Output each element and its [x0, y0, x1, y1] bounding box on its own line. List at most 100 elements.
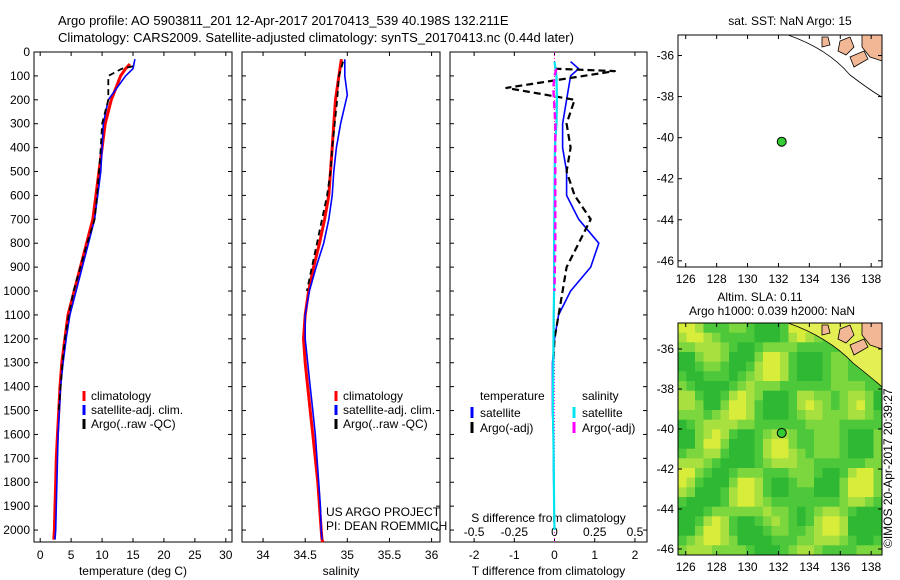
map-bg — [678, 35, 882, 267]
x-tick-label: 15 — [126, 548, 140, 562]
heatmap-cell — [695, 468, 704, 479]
heatmap-cell — [763, 477, 772, 488]
x-tick-label: -2 — [469, 548, 480, 562]
heatmap-cell — [780, 419, 789, 430]
heatmap-cell — [788, 497, 798, 508]
heatmap-cell — [746, 352, 755, 363]
heatmap-cell — [729, 439, 738, 450]
heatmap-cell — [805, 381, 815, 392]
heatmap-cell — [771, 448, 781, 459]
heatmap-cell — [831, 448, 840, 459]
temperature-panel: 0100200300400500600700800900100011001200… — [3, 45, 233, 578]
heatmap-cell — [831, 400, 840, 411]
land-area — [837, 36, 855, 56]
heatmap-cell — [822, 458, 832, 469]
y-tick-label: 1000 — [3, 284, 30, 298]
heatmap-cell — [771, 419, 781, 430]
series-line-3 — [552, 68, 558, 292]
heatmap-cell — [746, 400, 755, 411]
heatmap-cell — [822, 477, 832, 488]
heatmap-cell — [822, 497, 832, 508]
heatmap-cell — [737, 497, 747, 508]
plot-frame — [449, 51, 648, 543]
location-map-panel: sat. SST: NaN Argo: 15 126 128 130 132 134 136… — [657, 14, 883, 286]
heatmap-cell — [746, 458, 755, 469]
heatmap-cell — [763, 448, 772, 459]
heatmap-cell — [797, 545, 806, 556]
heatmap-cell — [797, 342, 806, 353]
heatmap-cell — [695, 332, 704, 343]
heatmap-cell — [839, 506, 849, 517]
heatmap-cell — [788, 535, 798, 546]
heatmap-cell — [754, 342, 764, 353]
heatmap-cell — [873, 458, 883, 469]
heatmap-cell — [737, 371, 747, 382]
heatmap-cell — [720, 448, 730, 459]
heatmap-cell — [763, 342, 772, 353]
x-tick-label: 138 — [861, 272, 881, 286]
heatmap-cell — [839, 361, 849, 372]
heatmap-cell — [856, 381, 866, 392]
y-tick-label: 600 — [10, 188, 30, 202]
heatmap-cell — [814, 535, 823, 546]
heatmap-cell — [805, 526, 815, 537]
y-tick-label: -38 — [657, 90, 675, 104]
heatmap-cell — [754, 419, 764, 430]
heatmap-cell — [848, 439, 857, 450]
heatmap-cell — [848, 458, 857, 469]
heatmap-cell — [720, 535, 730, 546]
heatmap-cell — [754, 381, 764, 392]
heatmap-cell — [856, 458, 866, 469]
heatmap-cell — [780, 526, 789, 537]
heatmap-cell — [822, 381, 832, 392]
heatmap-cell — [780, 439, 789, 450]
heatmap-cell — [814, 545, 823, 556]
heatmap-cell — [686, 506, 696, 517]
heatmap-cell — [737, 419, 747, 430]
heatmap-cell — [720, 419, 730, 430]
heatmap-cell — [831, 487, 840, 498]
heatmap-cell — [712, 439, 721, 450]
heatmap-cell — [686, 439, 696, 450]
heatmap-cell — [780, 468, 789, 479]
heatmap-cell — [746, 477, 755, 488]
heatmap-cell — [797, 361, 806, 372]
heatmap-cell — [737, 390, 747, 401]
heatmap-cell — [720, 497, 730, 508]
heatmap-cell — [720, 381, 730, 392]
heatmap-cell — [771, 332, 781, 343]
heatmap-cell — [763, 371, 772, 382]
heatmap-cell — [746, 545, 755, 556]
heatmap-cell — [763, 545, 772, 556]
heatmap-cell — [856, 400, 866, 411]
heatmap-cell — [678, 439, 687, 450]
heatmap-cell — [712, 516, 721, 527]
heatmap-cell — [771, 468, 781, 479]
heatmap-cell — [754, 439, 764, 450]
heatmap-cell — [737, 400, 747, 411]
heatmap-cell — [797, 439, 806, 450]
x-tick-label: 5 — [68, 548, 75, 562]
heatmap-cell — [720, 487, 730, 498]
heatmap-cell — [678, 361, 687, 372]
y-tick-label: 900 — [10, 260, 30, 274]
heatmap-cell — [839, 448, 849, 459]
heatmap-cell — [695, 458, 704, 469]
x-axis-label: salinity — [323, 564, 360, 578]
heatmap-cell — [865, 458, 874, 469]
heatmap-cell — [746, 535, 755, 546]
y-tick-label: 1700 — [3, 451, 30, 465]
x-tick-label: 134 — [799, 560, 819, 574]
heatmap-cell — [822, 361, 832, 372]
heatmap-cell — [737, 448, 747, 459]
map-frame — [677, 322, 883, 556]
map-frame — [677, 34, 883, 268]
heatmap-cell — [703, 477, 713, 488]
map-title: sat. SST: NaN Argo: 15 — [728, 14, 852, 28]
heatmap-cell — [780, 371, 789, 382]
x-tick-label: 138 — [861, 560, 881, 574]
heatmap-cell — [729, 361, 738, 372]
heatmap-cell — [686, 477, 696, 488]
heatmap-cell — [856, 429, 866, 440]
heatmap-cell — [720, 429, 730, 440]
